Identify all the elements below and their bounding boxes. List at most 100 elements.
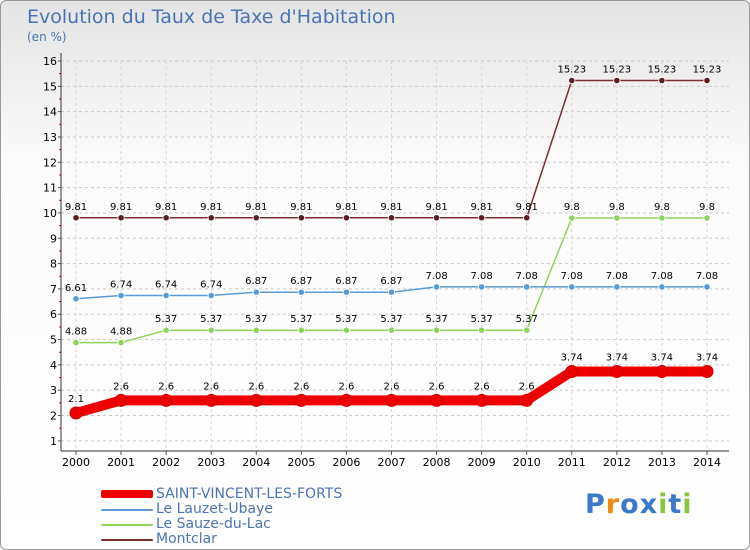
y-tick-label: 8 (50, 258, 57, 271)
data-label: 7.08 (696, 271, 718, 282)
y-tick-label: 3 (50, 384, 57, 397)
logo-letter: o (620, 489, 640, 520)
legend-label: Le Sauze-du-Lac (156, 516, 271, 532)
data-label: 3.74 (561, 352, 583, 363)
data-label: 4.88 (110, 327, 132, 338)
y-tick-label: 16 (43, 55, 57, 68)
y-tick-label: 9 (50, 232, 57, 245)
data-point (613, 214, 621, 222)
data-point (72, 295, 80, 303)
data-label: 2.6 (113, 381, 129, 392)
data-point (658, 76, 666, 85)
y-tick-label: 10 (43, 207, 57, 220)
data-label: 9.8 (609, 202, 625, 213)
data-label: 3.74 (696, 352, 718, 363)
logo-letter: r (605, 489, 621, 520)
data-label: 9.81 (425, 202, 447, 213)
data-point (568, 214, 576, 222)
data-point (475, 393, 489, 407)
data-point (207, 214, 215, 222)
data-point (478, 214, 486, 222)
data-label: 9.8 (699, 202, 715, 213)
data-point (565, 364, 579, 378)
data-point (207, 326, 215, 334)
x-tick-label: 2013 (648, 456, 676, 469)
data-label: 2.6 (203, 381, 219, 392)
data-label: 9.81 (290, 202, 312, 213)
data-label: 7.08 (561, 271, 583, 282)
data-label: 5.37 (200, 314, 222, 325)
chart-title: Evolution du Taux de Taxe d'Habitation (27, 6, 396, 28)
data-point (72, 339, 80, 347)
x-tick-label: 2009 (468, 456, 496, 469)
y-tick-label: 14 (43, 106, 57, 119)
data-label: 5.37 (290, 314, 312, 325)
x-tick-label: 2001 (107, 456, 135, 469)
data-label: 6.87 (245, 276, 267, 287)
data-point (432, 214, 441, 222)
data-point (610, 364, 624, 378)
data-point (430, 393, 444, 407)
data-label: 6.74 (155, 280, 177, 291)
data-point (342, 288, 351, 296)
data-point (523, 214, 531, 222)
data-point (114, 393, 128, 407)
data-point (252, 288, 260, 296)
data-label: 6.87 (335, 276, 357, 287)
data-label: 3.74 (606, 352, 628, 363)
x-tick-label: 2008 (423, 456, 451, 469)
data-label: 15.23 (648, 65, 677, 76)
x-tick-label: 2005 (287, 456, 315, 469)
data-point (252, 326, 260, 334)
data-label: 5.37 (380, 314, 402, 325)
data-point (703, 214, 711, 222)
legend-label: SAINT-VINCENT-LES-FORTS (156, 486, 343, 502)
data-label: 9.81 (245, 202, 267, 213)
data-point (387, 326, 396, 334)
data-label: 7.08 (471, 271, 493, 282)
data-point (387, 288, 396, 296)
data-label: 5.37 (516, 314, 538, 325)
data-point (162, 214, 170, 222)
data-point (117, 291, 125, 300)
data-point (703, 76, 711, 85)
legend-swatch (101, 509, 153, 511)
data-label: 5.37 (335, 314, 357, 325)
x-tick-label: 2002 (152, 456, 180, 469)
x-tick-label: 2006 (332, 456, 360, 469)
y-tick-label: 6 (50, 308, 57, 321)
data-label: 9.81 (155, 202, 177, 213)
data-point (69, 406, 83, 420)
data-label: 7.08 (606, 271, 628, 282)
data-point (432, 326, 441, 334)
data-label: 9.8 (564, 202, 580, 213)
y-tick-label: 1 (50, 435, 57, 448)
x-tick-label: 2000 (62, 456, 90, 469)
data-label: 2.6 (384, 381, 400, 392)
data-label: 6.87 (380, 276, 402, 287)
data-point (385, 393, 398, 407)
data-label: 2.6 (158, 381, 174, 392)
legend-swatch (101, 524, 153, 526)
y-tick-label: 11 (43, 182, 57, 195)
data-point (117, 214, 125, 222)
data-label: 7.08 (425, 271, 447, 282)
legend-swatch (101, 490, 153, 498)
logo-letter: P (585, 489, 606, 520)
data-label: 5.37 (425, 314, 447, 325)
data-point (655, 364, 669, 378)
y-tick-label: 2 (50, 410, 57, 423)
data-label: 5.37 (245, 314, 267, 325)
legend-label: Montclar (156, 531, 217, 547)
data-label: 15.23 (603, 65, 632, 76)
data-point (252, 214, 260, 222)
data-label: 6.87 (290, 276, 312, 287)
data-point (342, 326, 351, 334)
data-label: 2.6 (519, 381, 535, 392)
y-tick-label: 15 (43, 80, 57, 93)
x-tick-label: 2011 (558, 456, 586, 469)
data-point (613, 283, 621, 291)
data-label: 7.08 (516, 271, 538, 282)
logo-letter: t (668, 489, 683, 520)
